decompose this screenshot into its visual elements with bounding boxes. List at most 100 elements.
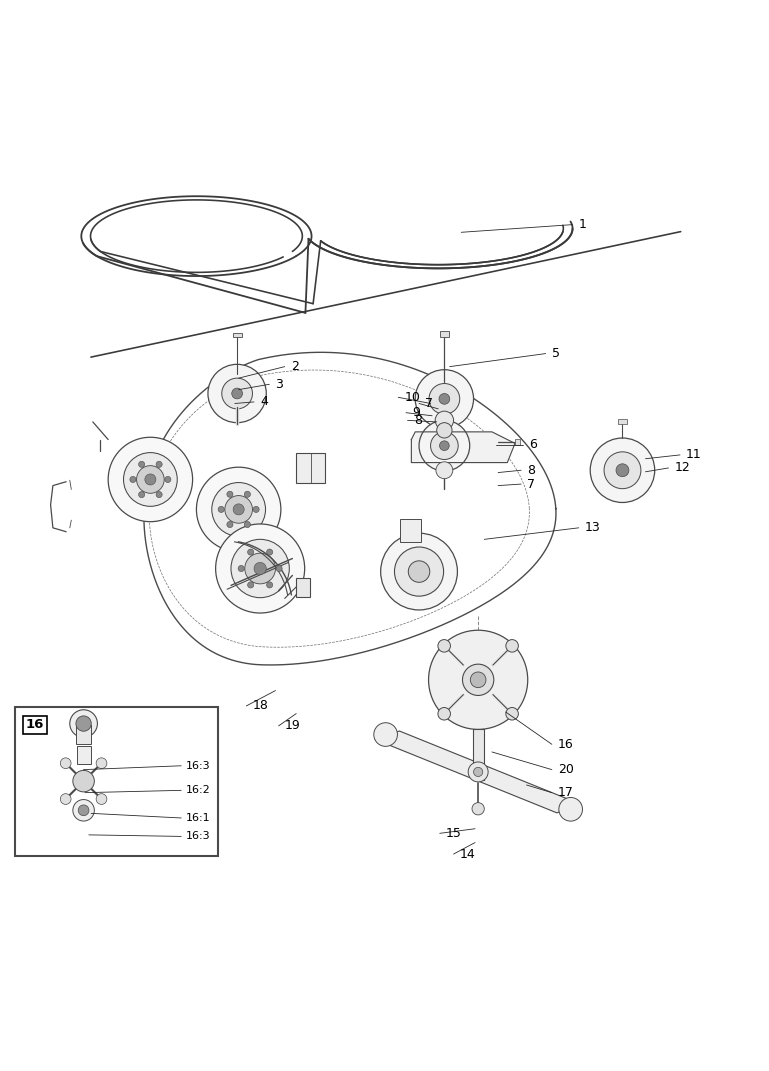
Polygon shape (375, 731, 581, 813)
Circle shape (227, 492, 233, 497)
Circle shape (440, 441, 449, 451)
Text: 16:2: 16:2 (185, 785, 211, 796)
Circle shape (267, 549, 273, 555)
Circle shape (231, 388, 242, 398)
Bar (440, 331, 449, 337)
Text: 13: 13 (585, 522, 601, 534)
Circle shape (248, 549, 254, 555)
Circle shape (267, 582, 273, 588)
Circle shape (276, 565, 282, 572)
Circle shape (73, 770, 95, 791)
Text: 5: 5 (552, 347, 560, 360)
Text: 16:1: 16:1 (185, 813, 210, 823)
Bar (400, 518, 421, 542)
Text: 1: 1 (579, 218, 587, 231)
Circle shape (124, 453, 177, 507)
Circle shape (381, 533, 458, 610)
Circle shape (227, 522, 233, 528)
Circle shape (437, 423, 452, 438)
Bar (515, 439, 520, 444)
Text: 9: 9 (412, 406, 420, 419)
Circle shape (591, 438, 654, 502)
Circle shape (604, 452, 641, 488)
Circle shape (231, 540, 289, 598)
Text: 16: 16 (26, 719, 45, 731)
Circle shape (96, 794, 107, 804)
Circle shape (70, 710, 98, 737)
Circle shape (438, 708, 451, 720)
Circle shape (468, 761, 488, 782)
Text: 2: 2 (291, 360, 298, 373)
Circle shape (233, 503, 245, 515)
Circle shape (137, 466, 165, 494)
Circle shape (238, 565, 245, 572)
Bar (296, 453, 325, 483)
Circle shape (145, 474, 156, 485)
Circle shape (253, 507, 259, 512)
Circle shape (436, 462, 453, 479)
Circle shape (428, 630, 528, 729)
Circle shape (60, 794, 71, 804)
Circle shape (108, 437, 192, 522)
Bar (296, 577, 310, 597)
Circle shape (408, 561, 430, 583)
Bar (76, 725, 92, 744)
Text: 20: 20 (558, 764, 574, 776)
Circle shape (394, 547, 444, 597)
Bar (232, 333, 241, 337)
Circle shape (248, 582, 254, 588)
Circle shape (474, 767, 483, 776)
Circle shape (415, 369, 474, 428)
Text: 16:3: 16:3 (185, 831, 210, 842)
Text: 11: 11 (686, 449, 702, 462)
Bar (77, 745, 91, 765)
Circle shape (208, 364, 266, 423)
Text: 17: 17 (558, 786, 574, 799)
Text: 4: 4 (260, 395, 268, 408)
Circle shape (76, 715, 92, 731)
Text: 8: 8 (414, 413, 421, 427)
Circle shape (211, 483, 265, 537)
Circle shape (254, 562, 266, 575)
Bar (618, 419, 627, 424)
Text: 12: 12 (674, 462, 691, 474)
Text: 8: 8 (528, 464, 535, 477)
Bar (15, 707, 218, 857)
Circle shape (218, 507, 225, 512)
Circle shape (156, 492, 162, 498)
Circle shape (138, 492, 145, 498)
Circle shape (439, 393, 450, 404)
Text: 16: 16 (558, 738, 574, 751)
Text: 3: 3 (275, 378, 283, 391)
Text: 15: 15 (446, 827, 461, 840)
Text: 7: 7 (528, 478, 535, 491)
Text: 10: 10 (404, 391, 421, 404)
Circle shape (130, 477, 136, 483)
Text: 14: 14 (460, 847, 475, 861)
Circle shape (156, 462, 162, 467)
Circle shape (472, 802, 484, 815)
Text: 6: 6 (529, 438, 537, 451)
Circle shape (138, 462, 145, 467)
Text: 18: 18 (252, 699, 268, 712)
Circle shape (60, 758, 71, 769)
Circle shape (374, 723, 398, 746)
Circle shape (431, 432, 458, 459)
Circle shape (506, 708, 518, 720)
Circle shape (221, 378, 252, 409)
Circle shape (165, 477, 171, 483)
Circle shape (506, 639, 518, 652)
Circle shape (245, 553, 275, 584)
Circle shape (215, 524, 305, 613)
Circle shape (245, 522, 251, 528)
Circle shape (462, 664, 494, 695)
Circle shape (429, 383, 460, 414)
Bar (473, 729, 484, 780)
Circle shape (78, 805, 89, 816)
Polygon shape (411, 432, 515, 463)
Circle shape (435, 411, 454, 429)
Text: 19: 19 (285, 720, 301, 733)
Circle shape (96, 758, 107, 769)
Circle shape (438, 639, 451, 652)
Circle shape (559, 798, 582, 821)
